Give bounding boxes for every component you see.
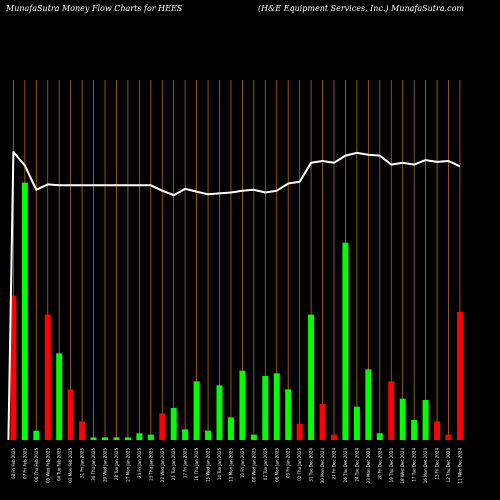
money-flow-bar bbox=[376, 433, 383, 440]
money-flow-bar bbox=[331, 434, 337, 440]
money-flow-bar bbox=[159, 413, 166, 440]
money-flow-bars bbox=[10, 182, 463, 440]
x-tick-label: 22 Wed Jan 2025 bbox=[160, 448, 165, 482]
x-tick-label: 08 Wed Jan 2025 bbox=[251, 448, 256, 482]
x-tick-label: 10 Fri Jan 2025 bbox=[240, 448, 245, 478]
x-tick-label: 06 Thu Feb 2025 bbox=[34, 448, 39, 482]
x-axis-labels: 08 Fri Feb 2025 07 Fri Feb 2025 06 Thu Feb… bbox=[11, 448, 463, 484]
money-flow-bar bbox=[44, 314, 51, 440]
chart-title: MunafaSutra Money Flow Charts for HEES bbox=[6, 4, 183, 13]
x-tick-label: 15 Wed Jan 2025 bbox=[206, 448, 211, 482]
money-flow-bar bbox=[147, 434, 154, 440]
money-flow-bar bbox=[353, 406, 360, 440]
money-flow-bar bbox=[308, 314, 315, 440]
x-tick-label: 13 Mon Jan 2025 bbox=[228, 448, 233, 482]
money-flow-bar bbox=[102, 437, 108, 440]
money-flow-bar bbox=[90, 437, 97, 440]
money-flow-bar bbox=[262, 376, 269, 440]
chart-subtitle: (H&E Equipment Services, Inc.) MunafaSut… bbox=[258, 4, 465, 13]
money-flow-bar bbox=[273, 373, 280, 440]
money-flow-bar bbox=[296, 424, 303, 440]
money-flow-bar bbox=[79, 421, 86, 440]
x-tick-label: 17 Fri Jan 2025 bbox=[183, 448, 188, 478]
x-tick-label: 06 Mon Jan 2025 bbox=[274, 448, 279, 482]
money-flow-bar bbox=[285, 389, 292, 440]
price-line-layer bbox=[7, 151, 461, 441]
x-tick-label: 16 Mon Dec 2024 bbox=[423, 448, 428, 484]
x-tick-label: 13 Fri Dec 2024 bbox=[435, 448, 440, 480]
x-tick-label: 28 Tue Jan 2025 bbox=[114, 448, 119, 481]
money-flow-bar bbox=[182, 429, 189, 440]
x-tick-label: 30 Mon Dec 2024 bbox=[320, 448, 325, 484]
x-tick-label: 21 Tue Jan 2025 bbox=[171, 448, 176, 481]
x-tick-label: 23 Mon Dec 2024 bbox=[366, 448, 371, 484]
money-flow-bar bbox=[319, 404, 326, 440]
money-flow-bar bbox=[33, 430, 40, 440]
x-tick-label: 11 Wed Dec 2024 bbox=[457, 448, 462, 484]
x-tick-label: 23 Thu Jan 2025 bbox=[148, 448, 153, 481]
money-flow-bar bbox=[67, 389, 74, 440]
x-tick-label: 07 Tue Jan 2025 bbox=[263, 448, 268, 481]
x-tick-label: 04 Tue Feb 2025 bbox=[57, 448, 62, 481]
x-tick-label: 03 Mon Feb 2025 bbox=[68, 448, 73, 483]
money-flow-bar bbox=[136, 433, 143, 440]
x-tick-label: 27 Fri Dec 2024 bbox=[332, 448, 337, 480]
x-tick-label: 17 Tue Dec 2024 bbox=[412, 448, 417, 482]
money-flow-bar bbox=[170, 408, 177, 440]
x-tick-label: 08 Fri Feb 2025 bbox=[11, 448, 16, 479]
x-tick-label: 20 Fri Dec 2024 bbox=[377, 448, 382, 480]
money-flow-bar bbox=[56, 353, 63, 440]
x-tick-label: 16 Thu Jan 2025 bbox=[194, 448, 199, 481]
money-flow-bar bbox=[342, 242, 349, 440]
money-flow-bar bbox=[422, 400, 429, 440]
money-flow-bar bbox=[227, 417, 234, 440]
money-flow-bar bbox=[399, 398, 406, 440]
money-flow-bar bbox=[456, 312, 463, 440]
x-tick-label: 24 Tue Dec 2024 bbox=[354, 448, 359, 482]
x-tick-label: 19 Thu Dec 2024 bbox=[389, 448, 394, 483]
money-flow-bar bbox=[250, 434, 257, 440]
x-tick-label: 24 Fri Jan 2025 bbox=[137, 448, 142, 478]
money-flow-bar bbox=[434, 421, 441, 440]
x-tick-label: 31 Tue Dec 2024 bbox=[309, 448, 314, 482]
money-flow-bar bbox=[239, 370, 246, 440]
money-flow-bar bbox=[124, 437, 131, 440]
x-tick-label: 29 Wed Jan 2025 bbox=[103, 448, 108, 482]
money-flow-bar bbox=[365, 369, 372, 440]
x-tick-label: 14 Tue Jan 2025 bbox=[217, 448, 222, 481]
x-tick-label: 18 Wed Dec 2024 bbox=[400, 448, 405, 484]
money-flow-bar bbox=[205, 430, 212, 440]
x-tick-label: 12 Thu Dec 2024 bbox=[446, 448, 451, 483]
money-flow-bar bbox=[21, 182, 28, 440]
x-tick-label: 27 Mon Jan 2025 bbox=[125, 448, 130, 482]
x-tick-label: 05 Wed Feb 2025 bbox=[45, 448, 50, 483]
x-tick-label: 07 Fri Feb 2025 bbox=[22, 448, 27, 479]
money-flow-bar bbox=[113, 437, 120, 440]
x-tick-label: 26 Thu Dec 2024 bbox=[343, 448, 348, 483]
x-tick-label: 31 Fri Jan 2025 bbox=[80, 448, 85, 478]
x-tick-label: 02 Thu Jan 2025 bbox=[297, 448, 302, 481]
money-flow-bar bbox=[388, 381, 395, 440]
money-flow-bar bbox=[193, 381, 200, 440]
money-flow-bar bbox=[216, 385, 223, 440]
x-tick-label: 30 Thu Jan 2025 bbox=[91, 448, 96, 481]
price-line bbox=[7, 151, 461, 441]
money-flow-bar bbox=[411, 420, 418, 440]
money-flow-bar bbox=[445, 434, 452, 440]
x-tick-label: 03 Fri Jan 2025 bbox=[286, 448, 291, 478]
money-flow-bar bbox=[10, 296, 17, 440]
